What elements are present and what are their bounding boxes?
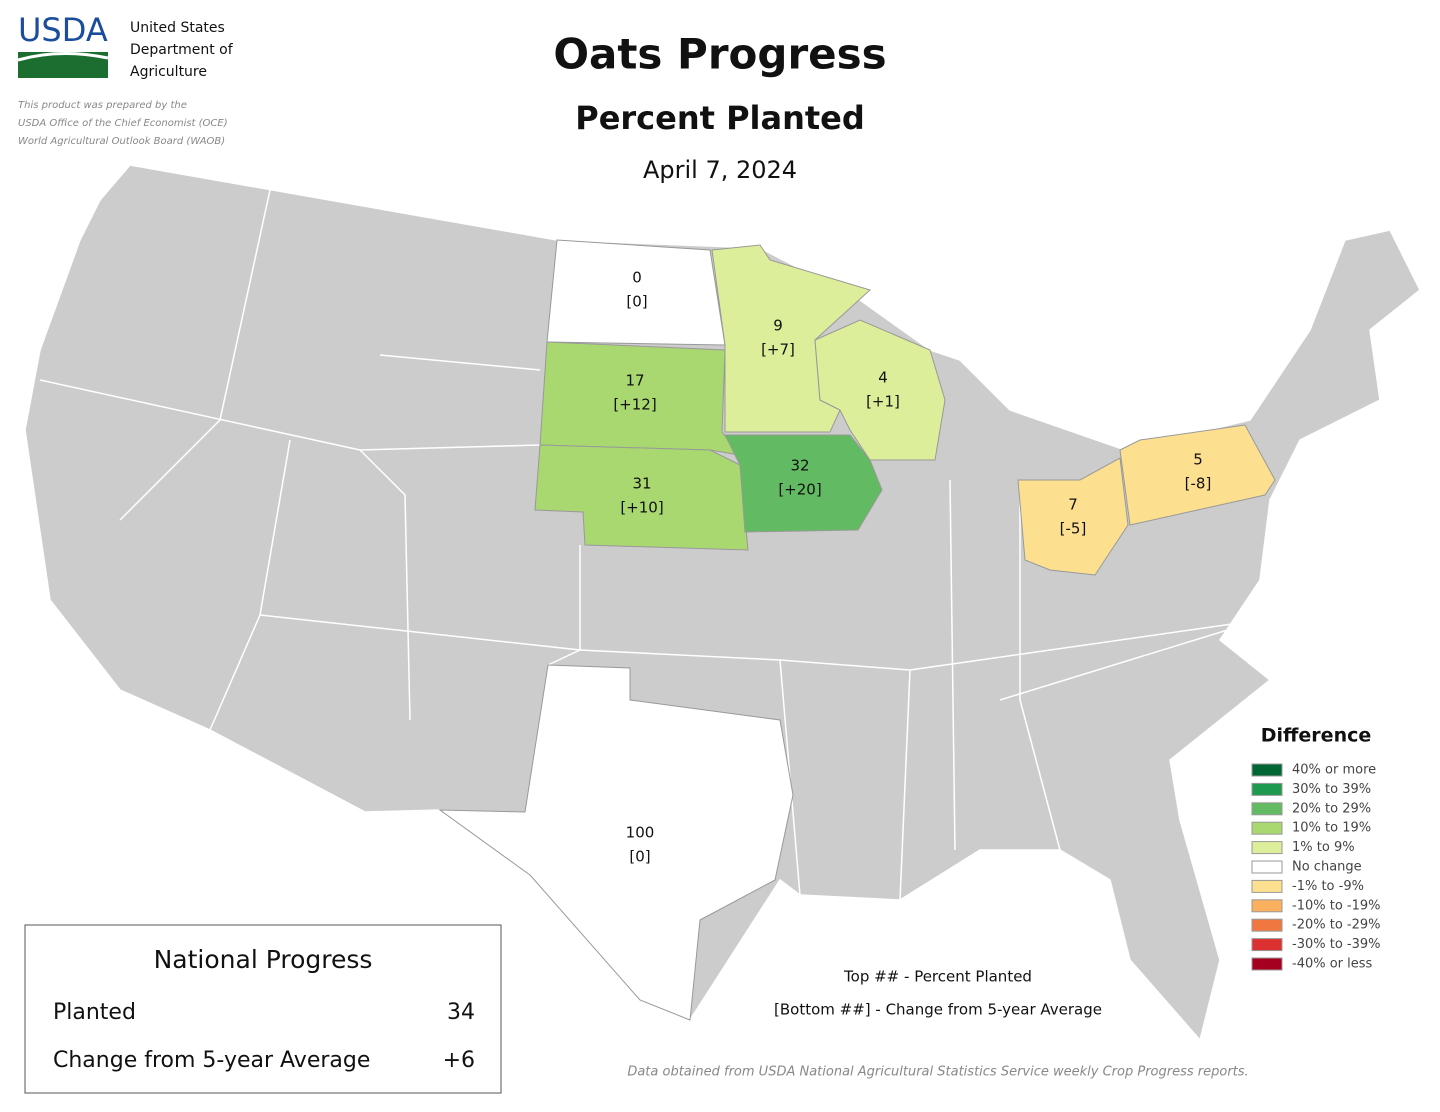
state — [438, 664, 794, 1021]
state — [724, 434, 883, 533]
legend-swatch — [1251, 899, 1283, 913]
state-change: [0] — [629, 848, 650, 866]
state-change: [+7] — [761, 341, 795, 359]
legend-label: 1% to 9% — [1292, 840, 1355, 855]
state-change: [0] — [626, 293, 647, 311]
note: USDA Office of the Chief Economist (OCE) — [18, 118, 228, 129]
state-change: [+20] — [778, 481, 821, 499]
note: This product was prepared by the — [18, 100, 187, 111]
legend-label: -1% to -9% — [1292, 879, 1364, 894]
state-planted: 31 — [632, 475, 651, 493]
agency: Agriculture — [130, 64, 207, 80]
state-change: [-8] — [1185, 475, 1212, 493]
legend-label: 40% or more — [1292, 763, 1376, 778]
agency: Department of — [130, 42, 234, 58]
state — [534, 444, 749, 551]
state-planted: 7 — [1068, 496, 1078, 514]
key: Top ## - Percent Planted — [843, 968, 1032, 986]
national-title: National Progress — [154, 945, 373, 974]
state-planted: 100 — [626, 824, 655, 842]
legend-swatch — [1251, 957, 1283, 971]
logo-swoosh — [17, 52, 109, 62]
legend-swatch — [1251, 763, 1283, 777]
legend-label: -20% to -29% — [1292, 918, 1381, 933]
state-borders — [39, 189, 1261, 901]
legend-swatch — [1251, 802, 1283, 816]
legend-title: Difference — [1261, 725, 1372, 747]
legend-label: 30% to 39% — [1292, 782, 1371, 797]
state-planted: 9 — [773, 317, 783, 335]
national-value: +6 — [443, 1048, 475, 1073]
legend-label: 20% to 29% — [1292, 801, 1371, 816]
state — [1119, 424, 1276, 526]
legend-label: -30% to -39% — [1292, 937, 1381, 952]
source: Data obtained from USDA National Agricul… — [627, 1065, 1248, 1080]
key: [Bottom ##] - Change from 5-year Average — [774, 1001, 1102, 1019]
state-planted: 5 — [1193, 451, 1203, 469]
date: April 7, 2024 — [643, 156, 797, 184]
agency: United States — [130, 20, 225, 36]
national-value: 34 — [447, 1000, 475, 1025]
legend-label: 10% to 19% — [1292, 821, 1371, 836]
state-change: [-5] — [1060, 520, 1087, 538]
legend-swatch — [1251, 879, 1283, 893]
legend-swatch — [1251, 821, 1283, 835]
legend-label: -40% or less — [1292, 957, 1373, 972]
state-planted: 0 — [632, 269, 642, 287]
state-planted: 4 — [878, 369, 888, 387]
state-change: [+1] — [866, 393, 900, 411]
legend-swatch — [1251, 782, 1283, 796]
subtitle: Percent Planted — [575, 99, 865, 137]
state — [1017, 457, 1129, 576]
state-planted: 17 — [625, 372, 644, 390]
legend-label: -10% to -19% — [1292, 898, 1381, 913]
state — [814, 319, 946, 461]
national-label: Change from 5-year Average — [53, 1048, 370, 1073]
legend-swatch — [1251, 938, 1283, 952]
legend-swatch — [1251, 841, 1283, 855]
state-change: [+12] — [613, 396, 656, 414]
legend-label: No change — [1292, 860, 1362, 875]
note: World Agricultural Outlook Board (WAOB) — [18, 136, 225, 147]
state-planted: 32 — [790, 457, 809, 475]
legend-swatch — [1251, 918, 1283, 932]
legend-swatch — [1251, 860, 1283, 874]
logo: USDA — [18, 11, 108, 49]
state-change: [+10] — [620, 499, 663, 517]
national-box — [24, 924, 502, 1094]
national-label: Planted — [53, 1000, 136, 1025]
title: Oats Progress — [553, 30, 886, 79]
